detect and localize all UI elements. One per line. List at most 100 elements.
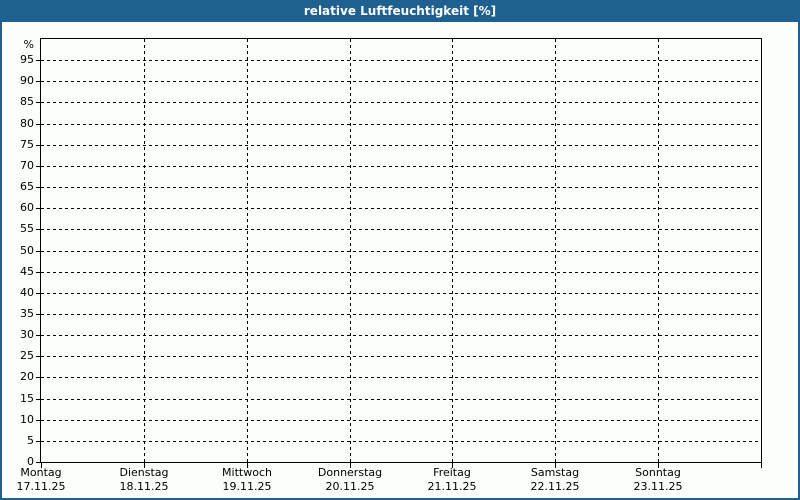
gridline-horizontal [41,102,761,103]
gridline-horizontal [41,377,761,378]
y-tick-mark [36,208,40,209]
x-axis-date-label: 21.11.25 [427,480,477,493]
y-axis-unit-label: % [23,38,34,51]
gridline-vertical [658,39,659,462]
gridline-horizontal [41,208,761,209]
x-axis-day-label: Donnerstag [317,466,383,479]
y-axis-label: 55 [20,222,34,235]
y-tick-mark [36,81,40,82]
window-titlebar: relative Luftfeuchtigkeit [%] [0,0,800,22]
x-axis-day-label: Freitag [433,466,471,479]
x-axis-day-label: Dienstag [119,466,169,479]
y-axis-label: 75 [20,138,34,151]
y-axis-label: 45 [20,265,34,278]
y-axis-label: 90 [20,74,34,87]
gridline-horizontal [41,229,761,230]
x-axis-day-block: Montag 17.11.25 [17,466,66,494]
y-tick-mark [36,124,40,125]
y-tick-mark [36,293,40,294]
y-tick-mark [36,441,40,442]
y-axis-label: 0 [27,455,34,468]
x-tick-mark [41,463,42,468]
gridline-horizontal [41,251,761,252]
x-axis-date-label: 22.11.25 [530,480,580,493]
x-tick-mark [658,463,659,468]
gridline-vertical [350,39,351,462]
x-axis-day-block: Freitag 21.11.25 [428,466,477,494]
y-axis-label: 40 [20,286,34,299]
gridline-vertical [144,39,145,462]
y-axis-label: 35 [20,307,34,320]
x-axis-date-label: 18.11.25 [119,480,169,493]
x-axis-day-label: Montag [20,466,62,479]
y-axis-labels: % 0 5 10 15 20 25 30 35 40 45 50 55 60 65 70 75 80 85 90 95 [0,38,35,468]
gridline-horizontal [41,272,761,273]
x-axis-date-label: 23.11.25 [633,480,683,493]
x-axis-day-label: Sonntag [635,466,681,479]
x-axis-date-label: 20.11.25 [325,480,375,493]
y-tick-mark [36,420,40,421]
y-tick-mark [36,251,40,252]
y-tick-mark [36,335,40,336]
y-axis-label: 50 [20,244,34,257]
gridline-vertical [247,39,248,462]
y-tick-mark [36,399,40,400]
x-axis-date-label: 19.11.25 [222,480,272,493]
x-axis-day-block: Samstag 22.11.25 [531,466,580,494]
plot-area [36,38,762,468]
gridline-horizontal [41,420,761,421]
y-tick-mark [36,145,40,146]
x-tick-mark [247,463,248,468]
gridline-vertical [452,39,453,462]
y-tick-mark [36,229,40,230]
y-axis-label: 70 [20,159,34,172]
y-tick-mark [36,166,40,167]
x-axis-day-block: Mittwoch 19.11.25 [222,466,272,494]
gridline-horizontal [41,293,761,294]
gridline-horizontal [41,314,761,315]
x-axis-labels: Montag 17.11.25 Dienstag 18.11.25 Mittwoch 19… [17,466,761,496]
page-title: relative Luftfeuchtigkeit [%] [303,4,497,18]
gridline-horizontal [41,145,761,146]
y-axis-label: 25 [20,349,34,362]
x-tick-mark [350,463,351,468]
x-axis-date-label: 17.11.25 [16,480,66,493]
y-axis-label: 85 [20,95,34,108]
y-tick-mark [36,377,40,378]
gridline-horizontal [41,166,761,167]
y-axis-label: 95 [20,53,34,66]
x-axis-day-label: Samstag [530,466,580,479]
y-axis-label: 20 [20,370,34,383]
y-axis-label: 10 [20,413,34,426]
gridline-horizontal [41,356,761,357]
x-tick-mark [761,463,762,468]
y-tick-mark [36,60,40,61]
y-tick-mark [36,462,40,463]
y-tick-mark [36,314,40,315]
gridline-horizontal [41,124,761,125]
x-tick-mark [555,463,556,468]
y-axis-label: 5 [27,434,34,447]
gridline-horizontal [41,60,761,61]
y-axis-label: 60 [20,201,34,214]
y-tick-mark [36,272,40,273]
y-axis-label: 80 [20,117,34,130]
gridline-horizontal [41,399,761,400]
x-axis-day-label: Mittwoch [222,466,272,479]
gridline-horizontal [41,441,761,442]
x-axis-day-block: Donnerstag 20.11.25 [318,466,382,494]
x-tick-mark [452,463,453,468]
gridline-horizontal [41,187,761,188]
y-tick-mark [36,187,40,188]
y-tick-mark [36,356,40,357]
gridline-horizontal [41,81,761,82]
y-tick-mark [36,102,40,103]
x-axis-day-block: Sonntag 23.11.25 [634,466,683,494]
x-axis-day-block: Dienstag 18.11.25 [119,466,168,494]
gridline-vertical [555,39,556,462]
y-axis-label: 30 [20,328,34,341]
y-axis-label: 15 [20,392,34,405]
x-tick-mark [144,463,145,468]
y-axis-label: 65 [20,180,34,193]
gridline-horizontal [41,335,761,336]
